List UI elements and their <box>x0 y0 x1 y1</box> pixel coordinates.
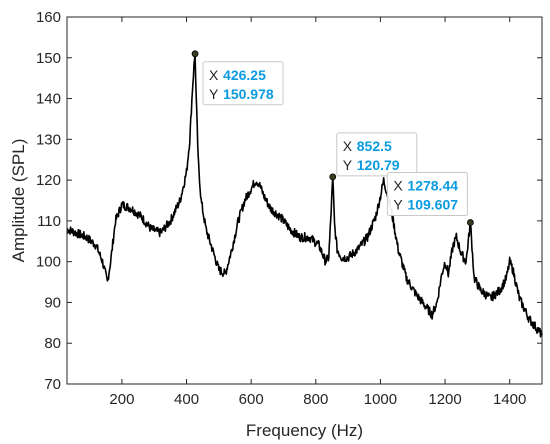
plot-area <box>67 17 542 384</box>
x-tick-label: 1200 <box>428 391 461 408</box>
x-tick-label: 800 <box>303 391 328 408</box>
y-tick-label: 70 <box>44 376 61 393</box>
datatip-x-value: 1278.44 <box>407 177 458 193</box>
x-tick-label: 400 <box>174 391 199 408</box>
y-tick-label: 90 <box>44 294 61 311</box>
datatip-x-key: X <box>393 177 403 193</box>
y-tick-label: 80 <box>44 335 61 352</box>
datatip: X 1278.44Y 109.607 <box>386 171 474 226</box>
datatip-y-key: Y <box>343 157 353 173</box>
datatip-y-value: 120.79 <box>357 157 400 173</box>
y-tick-label: 140 <box>36 91 61 108</box>
datatip-y-value: 150.978 <box>223 86 274 102</box>
y-tick-label: 100 <box>36 254 61 271</box>
series-layer <box>66 52 543 338</box>
x-tick-label: 1000 <box>364 391 397 408</box>
datatip-x-key: X <box>209 67 219 83</box>
y-axis-label: Amplitude (SPL) <box>9 139 28 263</box>
datatip-x-value: 852.5 <box>357 138 392 154</box>
datatip-y-value: 109.607 <box>407 196 458 212</box>
y-tick-label: 130 <box>36 131 61 148</box>
spectrum-line <box>66 52 543 338</box>
datatip: X 852.5Y 120.79 <box>329 132 418 181</box>
datatip-box <box>202 61 284 106</box>
datatip: X 426.25Y 150.978 <box>191 50 284 106</box>
x-tick-label: 600 <box>239 391 264 408</box>
y-tick-label: 150 <box>36 50 61 67</box>
datatip-x-value: 426.25 <box>223 67 266 83</box>
x-tick-label: 1400 <box>493 391 526 408</box>
x-tick-label: 200 <box>109 391 134 408</box>
y-tick-label: 120 <box>36 172 61 189</box>
datatip-marker <box>329 173 337 181</box>
datatip-y-key: Y <box>393 196 403 212</box>
axis-ticks: 200 400 600 800 1000 1200 1400 70 80 90 100 110 120 1… <box>36 9 542 408</box>
datatip-marker <box>467 219 474 226</box>
datatip-x-key: X <box>343 138 353 154</box>
datatip-y-key: Y <box>209 86 219 102</box>
datatip-box <box>336 132 418 177</box>
datatip-marker <box>191 50 199 58</box>
datatip-box <box>386 171 468 216</box>
x-axis-label: Frequency (Hz) <box>246 421 363 440</box>
y-tick-label: 110 <box>37 213 61 230</box>
plot-frame <box>66 16 543 385</box>
y-tick-label: 160 <box>36 9 61 26</box>
